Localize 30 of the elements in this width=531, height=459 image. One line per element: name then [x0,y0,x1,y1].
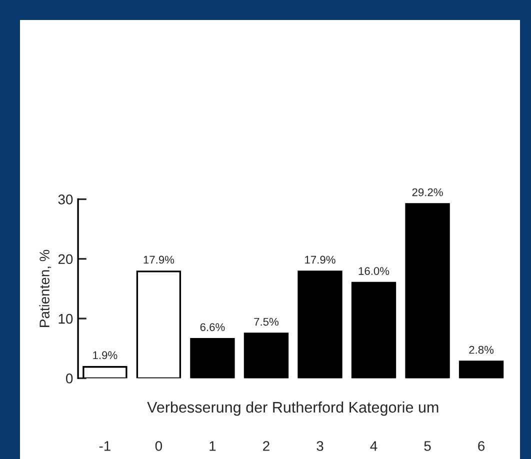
data-label: 7.5% [254,318,278,326]
data-label: 2.8% [469,346,494,354]
y-tick-label: 10 [58,314,73,324]
data-label: 1.9% [93,351,118,360]
x-tick-label: 6 [478,441,485,451]
data-label: 6.6% [200,323,225,332]
bar [136,270,182,378]
data-label: 29.2% [412,188,443,196]
x-tick-label: 4 [370,441,378,451]
x-tick-label: 2 [263,441,270,451]
bar [190,338,235,378]
bar [405,203,450,378]
bar [244,332,289,378]
data-label: 17.9% [144,256,174,264]
bar [458,360,504,378]
data-label: 17.9% [305,256,336,264]
y-tick-label: 0 [66,374,73,384]
bar [82,366,128,378]
x-tick-label: 0 [155,441,162,451]
x-tick-label: -1 [99,441,110,451]
x-tick-label: 5 [424,441,431,451]
y-tick-label: 30 [58,194,73,204]
bar [351,282,396,378]
data-label: 16.0% [358,267,390,275]
x-tick-label: 3 [316,441,324,451]
x-tick-label: 1 [210,441,216,451]
x-axis-title: Verbesserung der Rutherford Kategorie um [147,401,438,416]
y-axis-title: Patienten, % [39,250,52,327]
bar [298,270,342,378]
y-tick-label: 20 [58,254,73,264]
